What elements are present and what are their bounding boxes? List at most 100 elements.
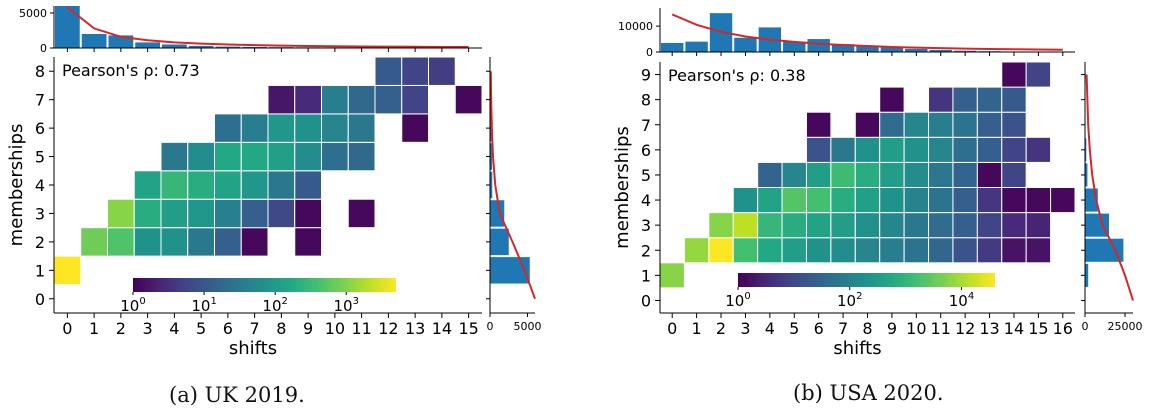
top-hist-bar xyxy=(242,46,267,48)
heatmap-cell xyxy=(294,170,322,200)
heatmap-cell xyxy=(1025,61,1052,88)
right-hist-bar xyxy=(490,171,493,199)
heatmap-cell xyxy=(854,237,881,264)
heatmap-cell xyxy=(757,161,783,188)
heatmap-cell xyxy=(401,84,429,115)
heatmap-cell xyxy=(805,212,832,239)
right-hist-bar xyxy=(1085,238,1124,262)
colorbar-tick-base: 10 xyxy=(262,297,281,315)
heatmap-cell xyxy=(1001,61,1027,88)
heatmap-cell xyxy=(928,86,954,113)
heatmap-cell xyxy=(187,227,215,257)
top-hist-bar xyxy=(905,48,928,52)
heatmap-cell xyxy=(757,212,783,239)
top-hist-bar xyxy=(55,6,80,48)
colorbar-tick-exponent: 3 xyxy=(353,296,359,307)
heatmap-cell xyxy=(928,212,954,239)
heatmap-cell xyxy=(1001,136,1027,163)
heatmap-cell xyxy=(214,141,242,172)
colorbar-tick-exponent: 2 xyxy=(856,291,862,302)
heatmap-cell xyxy=(1001,212,1027,239)
heatmap-cell xyxy=(294,113,322,143)
heatmap-cell xyxy=(401,56,429,86)
x-tick-label: 7 xyxy=(838,319,848,338)
right-hist-bar xyxy=(490,257,530,284)
x-tick-label: 13 xyxy=(405,319,425,338)
heatmap-cell xyxy=(830,161,856,188)
x-tick-label: 5 xyxy=(196,319,206,338)
heatmap-cell xyxy=(321,84,349,115)
heatmap-cell xyxy=(240,141,269,172)
heatmap-cell xyxy=(708,237,734,264)
y-tick-label: 5 xyxy=(641,166,651,185)
heatmap-cell xyxy=(1025,136,1052,163)
top-hist-fit-line xyxy=(66,6,469,49)
heatmap-cell xyxy=(80,227,108,257)
right-hist-bar xyxy=(490,143,493,170)
heatmap-cell xyxy=(240,198,269,229)
pearson-annotation: Pearson's ρ: 0.38 xyxy=(668,66,806,85)
x-tick-label: 15 xyxy=(458,319,478,338)
top-hist-bar xyxy=(783,41,806,52)
heatmap-cell xyxy=(928,136,954,163)
heatmap-cell xyxy=(976,86,1003,113)
heatmap-cell xyxy=(1001,161,1027,188)
heatmap-cell xyxy=(952,161,978,188)
y-axis-title: memberships xyxy=(612,126,633,249)
heatmap-cell xyxy=(830,136,856,163)
heatmap-cell xyxy=(1001,187,1027,214)
heatmap-cell xyxy=(267,113,296,143)
heatmap-cell xyxy=(683,237,710,264)
y-tick-label: 3 xyxy=(641,216,651,235)
pearson-annotation: Pearson's ρ: 0.73 xyxy=(62,61,200,80)
heatmap-cell xyxy=(781,212,807,239)
x-tick-label: 9 xyxy=(887,319,897,338)
heatmap-cell xyxy=(854,187,881,214)
heatmap-cell xyxy=(374,84,403,115)
top-hist-y-tick-label: 5000 xyxy=(19,7,47,20)
heatmap-cell xyxy=(321,113,349,143)
top-hist-bar xyxy=(162,44,187,48)
x-tick-label: 5 xyxy=(789,319,799,338)
colorbar-tick-label: 103 xyxy=(334,296,359,315)
x-tick-label: 3 xyxy=(143,319,153,338)
x-tick-label: 1 xyxy=(89,319,99,338)
heatmap-cell xyxy=(976,237,1003,264)
top-hist-bar xyxy=(953,50,977,52)
top-hist-bar xyxy=(661,42,684,52)
right-hist-fit-line xyxy=(1085,74,1134,301)
heatmap-cell xyxy=(267,198,296,229)
x-tick-label: 10 xyxy=(325,319,345,338)
heatmap-cell xyxy=(214,227,242,257)
top-hist-bar xyxy=(807,39,830,52)
heatmap-cell xyxy=(659,262,685,289)
panel-uk-2019: 0 1 2 3 4 5 6 7 8 9 10 11 12 13 14 15012345678shiftsmem… xyxy=(6,6,542,359)
x-tick-label: 0 xyxy=(62,319,72,338)
top-hist-y-tick-label: 0 xyxy=(646,46,653,59)
right-hist-bar xyxy=(490,114,492,142)
heatmap-cell xyxy=(133,198,162,229)
colorbar-tick-exponent: 0 xyxy=(139,296,145,307)
top-hist-bar xyxy=(929,49,952,52)
y-tick-label: 8 xyxy=(641,91,651,110)
heatmap-cell xyxy=(976,161,1003,188)
heatmap-cell xyxy=(879,212,905,239)
x-tick-label: 9 xyxy=(303,319,313,338)
y-tick-label: 0 xyxy=(35,290,45,309)
right-hist-x-tick-label: 25000 xyxy=(1108,320,1143,333)
heatmap-cell xyxy=(160,141,189,172)
heatmap-cell xyxy=(347,141,376,172)
x-tick-label: 0 xyxy=(667,319,677,338)
y-tick-label: 7 xyxy=(35,91,45,110)
heatmap-cell xyxy=(805,136,832,163)
heatmap-cell xyxy=(1025,237,1052,264)
heatmap-cell xyxy=(347,198,376,229)
x-tick-label: 7 xyxy=(250,319,260,338)
heatmap-cell xyxy=(976,212,1003,239)
top-hist-bar xyxy=(135,42,160,48)
top-hist-bar xyxy=(856,45,879,52)
top-hist-fit-line xyxy=(671,13,1063,51)
heatmap-cell xyxy=(805,237,832,264)
heatmap-cell xyxy=(879,111,905,138)
